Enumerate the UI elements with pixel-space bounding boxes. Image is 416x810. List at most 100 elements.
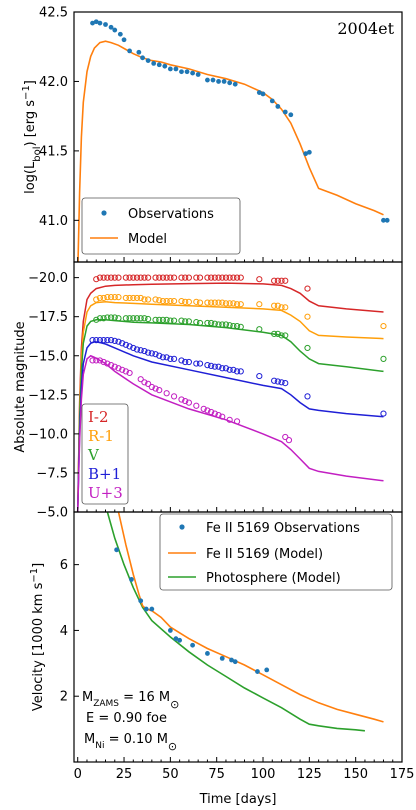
band-obs-point bbox=[100, 274, 107, 281]
band-obs-point bbox=[178, 274, 185, 281]
band-obs-point bbox=[274, 330, 281, 337]
band-obs-point bbox=[226, 366, 233, 373]
band-obs-point bbox=[119, 340, 126, 347]
band-obs-point bbox=[196, 274, 204, 281]
band-obs-point bbox=[193, 319, 200, 326]
p3-obs-point bbox=[255, 669, 260, 674]
p1-marks bbox=[77, 19, 390, 262]
band-obs-point bbox=[163, 316, 170, 323]
band-obs-point bbox=[93, 337, 100, 344]
band-obs-point bbox=[182, 274, 189, 281]
band-obs-point bbox=[126, 294, 133, 302]
band-obs-point bbox=[130, 344, 137, 352]
band-obs-point bbox=[156, 316, 163, 323]
band-obs-point bbox=[122, 341, 129, 348]
p3-obs-point bbox=[114, 547, 120, 553]
band-obs-point bbox=[274, 378, 281, 385]
band-obs-point bbox=[148, 383, 155, 391]
band-model-line bbox=[76, 282, 384, 512]
y-tick-label: 2 bbox=[60, 690, 68, 705]
band-obs-point bbox=[380, 410, 387, 417]
band-obs-point bbox=[204, 362, 211, 369]
band-obs-point bbox=[156, 387, 163, 394]
band-obs-point bbox=[145, 296, 152, 303]
p1-obs-point bbox=[162, 63, 168, 69]
param-mni: MNi = 0.10 M⊙ bbox=[84, 732, 177, 753]
band-obs-point bbox=[107, 274, 115, 281]
band-obs-point bbox=[271, 302, 278, 309]
p1-obs-point bbox=[136, 49, 142, 55]
band-obs-point bbox=[380, 322, 387, 330]
band-obs-point bbox=[159, 354, 167, 361]
p1-obs-point bbox=[275, 104, 281, 109]
band-obs-point bbox=[256, 301, 263, 308]
band-obs-point bbox=[215, 363, 222, 370]
band-obs-point bbox=[211, 299, 218, 306]
p3-obs-point bbox=[264, 667, 270, 673]
x-axis-label: Time [days] bbox=[199, 792, 277, 807]
band-obs-point bbox=[282, 277, 289, 284]
y-tick-label: 41.0 bbox=[39, 214, 68, 229]
band-obs-point bbox=[137, 274, 144, 281]
legend-band-U: U+3 bbox=[88, 484, 123, 502]
model-parameters: MZAMS = 16 M⊙ E = 0.90 foe MNi = 0.10 M⊙ bbox=[82, 690, 179, 753]
p3-obs-point bbox=[177, 637, 183, 643]
p1-obs-point bbox=[227, 80, 233, 86]
band-obs-point bbox=[170, 393, 178, 400]
p1-obs-point bbox=[269, 98, 275, 104]
x-tick-label: 100 bbox=[251, 767, 276, 782]
p1-obs-point bbox=[256, 90, 262, 95]
band-obs-point bbox=[170, 317, 178, 324]
band-obs-point bbox=[115, 365, 122, 372]
band-obs-point bbox=[148, 350, 155, 357]
p3-legend-obs-marker bbox=[179, 524, 185, 530]
band-obs-point bbox=[208, 274, 215, 281]
p3-obs-point bbox=[229, 657, 234, 663]
band-obs-point bbox=[278, 379, 285, 386]
band-obs-point bbox=[304, 313, 311, 320]
band-obs-point bbox=[167, 297, 174, 305]
p3-obs-point bbox=[232, 659, 238, 665]
band-obs-point bbox=[100, 315, 107, 322]
band-obs-point bbox=[89, 357, 96, 364]
band-obs-point bbox=[304, 393, 311, 400]
p3-obs-point bbox=[205, 651, 210, 656]
p1-obs-point bbox=[184, 69, 190, 75]
band-obs-point bbox=[159, 297, 167, 305]
p1-legend: Observations Model bbox=[81, 197, 241, 255]
band-obs-point bbox=[100, 358, 107, 366]
band-obs-point bbox=[178, 297, 185, 305]
band-obs-point bbox=[130, 315, 137, 322]
band-obs-point bbox=[163, 297, 170, 305]
band-obs-point bbox=[133, 315, 141, 322]
p1-obs-point bbox=[145, 58, 151, 64]
x-tick-label: 25 bbox=[116, 767, 133, 782]
band-obs-point bbox=[222, 365, 230, 372]
panel-magnitudes: −5.0 −7.5 −10.0 −12.5 −15.0 −17.5 −20.0 Absolu… bbox=[13, 261, 403, 521]
band-obs-point bbox=[159, 274, 167, 281]
y-tick-label: −17.5 bbox=[28, 310, 68, 325]
band-obs-point bbox=[204, 407, 211, 414]
p3-obs-point bbox=[219, 655, 225, 661]
band-obs-point bbox=[122, 315, 129, 322]
band-obs-point bbox=[167, 274, 174, 281]
param-mzams: MZAMS = 16 M⊙ bbox=[82, 690, 179, 711]
y-tick-label: −20.0 bbox=[28, 271, 68, 286]
band-obs-point bbox=[233, 301, 241, 308]
p1-legend-model-label: Model bbox=[128, 232, 167, 247]
band-obs-point bbox=[274, 277, 281, 284]
band-obs-point bbox=[96, 315, 104, 322]
x-tick-label: 150 bbox=[343, 767, 368, 782]
p1-obs-point bbox=[232, 81, 238, 87]
band-obs-point bbox=[237, 274, 244, 281]
band-obs-point bbox=[130, 274, 137, 281]
panel-title: 2004et bbox=[337, 19, 394, 38]
band-obs-point bbox=[208, 319, 215, 327]
p3-model-line bbox=[117, 512, 384, 723]
band-obs-point bbox=[96, 357, 104, 364]
band-obs-point bbox=[196, 319, 204, 327]
p1-obs-point bbox=[210, 77, 216, 83]
band-obs-point bbox=[93, 357, 100, 364]
x-tick-label: 75 bbox=[208, 767, 225, 782]
p3-legend-model-label: Fe II 5169 (Model) bbox=[206, 547, 323, 562]
